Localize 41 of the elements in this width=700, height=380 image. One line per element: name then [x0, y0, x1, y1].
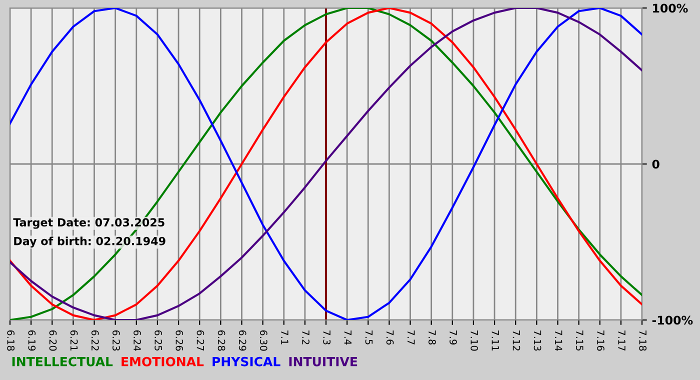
annotation: Target Date: 07.03.2025: [13, 218, 164, 229]
x-tick-label: 6.22: [91, 330, 99, 350]
x-tick-label: 7.17: [618, 330, 626, 351]
x-tick-label: 7.9: [450, 330, 457, 344]
x-tick-label: 6.27: [196, 330, 204, 351]
y-tick-label: 0: [652, 160, 660, 169]
x-tick-label: 6.20: [49, 330, 57, 351]
x-tick-label: 7.2: [302, 330, 310, 344]
x-tick-label: 6.29: [238, 330, 246, 351]
text: INTUITIVE: [289, 357, 358, 366]
x-tick-label: 6.23: [112, 330, 120, 351]
x-tick-label: 6.24: [134, 330, 141, 351]
annotation: Day of birth: 02.20.1949: [14, 236, 166, 248]
x-tick-label: 7.7: [408, 330, 415, 344]
x-tick-label: 6.26: [176, 330, 184, 351]
x-tick-label: 7.1: [281, 330, 288, 344]
x-tick-label: 7.4: [344, 330, 352, 345]
x-tick-label: 6.19: [28, 330, 36, 351]
x-tick-label: 6.25: [154, 330, 162, 351]
text: EMOTIONAL: [122, 356, 204, 366]
x-tick-label: 7.13: [534, 330, 542, 351]
x-tick-label: 7.12: [512, 330, 520, 350]
x-tick-label: 7.18: [639, 330, 647, 351]
line-series: [10, 8, 642, 320]
x-tick-label: 7.8: [428, 330, 436, 345]
x-tick-label: 7.16: [597, 330, 604, 351]
x-tick-label: 7.15: [576, 330, 584, 351]
x-tick-label: 7.10: [470, 330, 478, 351]
x-tick-label: 6.21: [70, 330, 78, 350]
x-tick-label: 7.14: [555, 330, 562, 351]
text: INTELLECTUAL: [12, 356, 113, 366]
x-tick-label: 7.3: [323, 330, 331, 344]
y-tick-label: 100%: [653, 4, 688, 13]
x-tick-label: 7.6: [386, 330, 394, 345]
x-tick-label: 6.28: [218, 330, 226, 351]
text: PHYSICAL: [212, 356, 280, 366]
x-tick-label: 6.30: [260, 330, 268, 351]
x-tick-label: 7.11: [492, 330, 499, 350]
x-tick-label: 7.5: [365, 330, 373, 344]
x-tick-label: 6.18: [7, 330, 15, 351]
y-tick-label: -100%: [652, 316, 693, 325]
